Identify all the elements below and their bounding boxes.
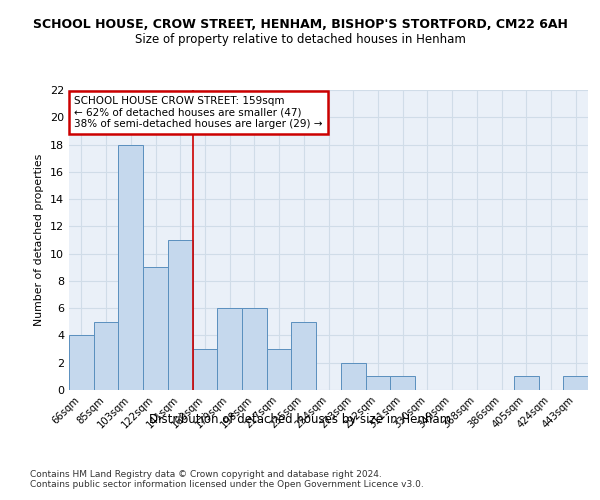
Bar bbox=[69, 336, 94, 390]
Bar bbox=[267, 349, 292, 390]
Bar bbox=[143, 268, 168, 390]
Bar bbox=[118, 144, 143, 390]
Bar bbox=[242, 308, 267, 390]
Text: Distribution of detached houses by size in Henham: Distribution of detached houses by size … bbox=[149, 412, 451, 426]
Bar bbox=[168, 240, 193, 390]
Bar bbox=[514, 376, 539, 390]
Bar bbox=[193, 349, 217, 390]
Text: SCHOOL HOUSE CROW STREET: 159sqm
← 62% of detached houses are smaller (47)
38% o: SCHOOL HOUSE CROW STREET: 159sqm ← 62% o… bbox=[74, 96, 323, 129]
Bar bbox=[341, 362, 365, 390]
Bar bbox=[365, 376, 390, 390]
Bar bbox=[563, 376, 588, 390]
Text: Contains HM Land Registry data © Crown copyright and database right 2024.
Contai: Contains HM Land Registry data © Crown c… bbox=[30, 470, 424, 490]
Bar bbox=[217, 308, 242, 390]
Bar bbox=[94, 322, 118, 390]
Text: SCHOOL HOUSE, CROW STREET, HENHAM, BISHOP'S STORTFORD, CM22 6AH: SCHOOL HOUSE, CROW STREET, HENHAM, BISHO… bbox=[32, 18, 568, 30]
Text: Size of property relative to detached houses in Henham: Size of property relative to detached ho… bbox=[134, 32, 466, 46]
Bar bbox=[292, 322, 316, 390]
Y-axis label: Number of detached properties: Number of detached properties bbox=[34, 154, 44, 326]
Bar bbox=[390, 376, 415, 390]
